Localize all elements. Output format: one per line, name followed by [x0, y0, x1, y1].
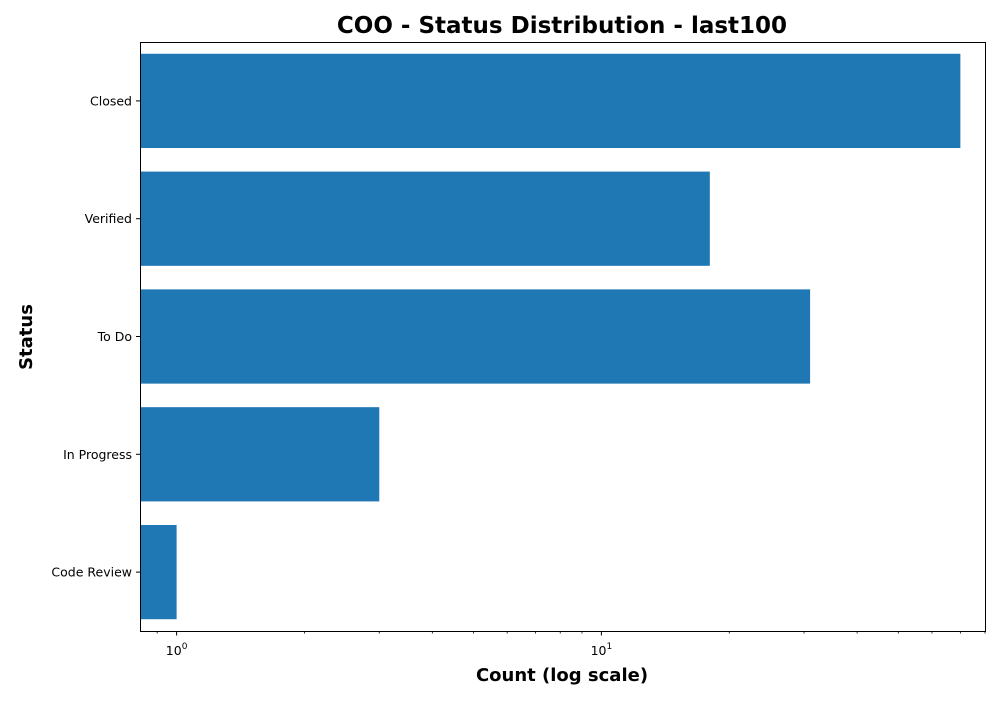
y-tick-label: To Do: [97, 329, 132, 344]
plot-frame: [140, 42, 986, 632]
chart-title: COO - Status Distribution - last100: [337, 13, 787, 39]
bar-closed: [140, 53, 961, 149]
x-axis-label: Count (log scale): [476, 665, 648, 686]
ticks-layer: Closed Verified To Do In Progress Code Revie…: [51, 93, 986, 658]
bars-layer: [140, 53, 961, 620]
bar-code-review: [140, 524, 177, 620]
bar-in-progress: [140, 407, 380, 502]
y-tick-label: Closed: [90, 93, 132, 108]
y-tick-label: Code Review: [51, 565, 132, 580]
x-tick-label: 100: [166, 642, 188, 658]
y-tick-label: In Progress: [63, 447, 132, 462]
bar-verified: [140, 171, 710, 266]
y-tick-label: Verified: [85, 211, 132, 226]
x-tick-label: 101: [591, 642, 613, 658]
y-axis-label: Status: [16, 304, 37, 370]
bar-to-do: [140, 289, 811, 384]
